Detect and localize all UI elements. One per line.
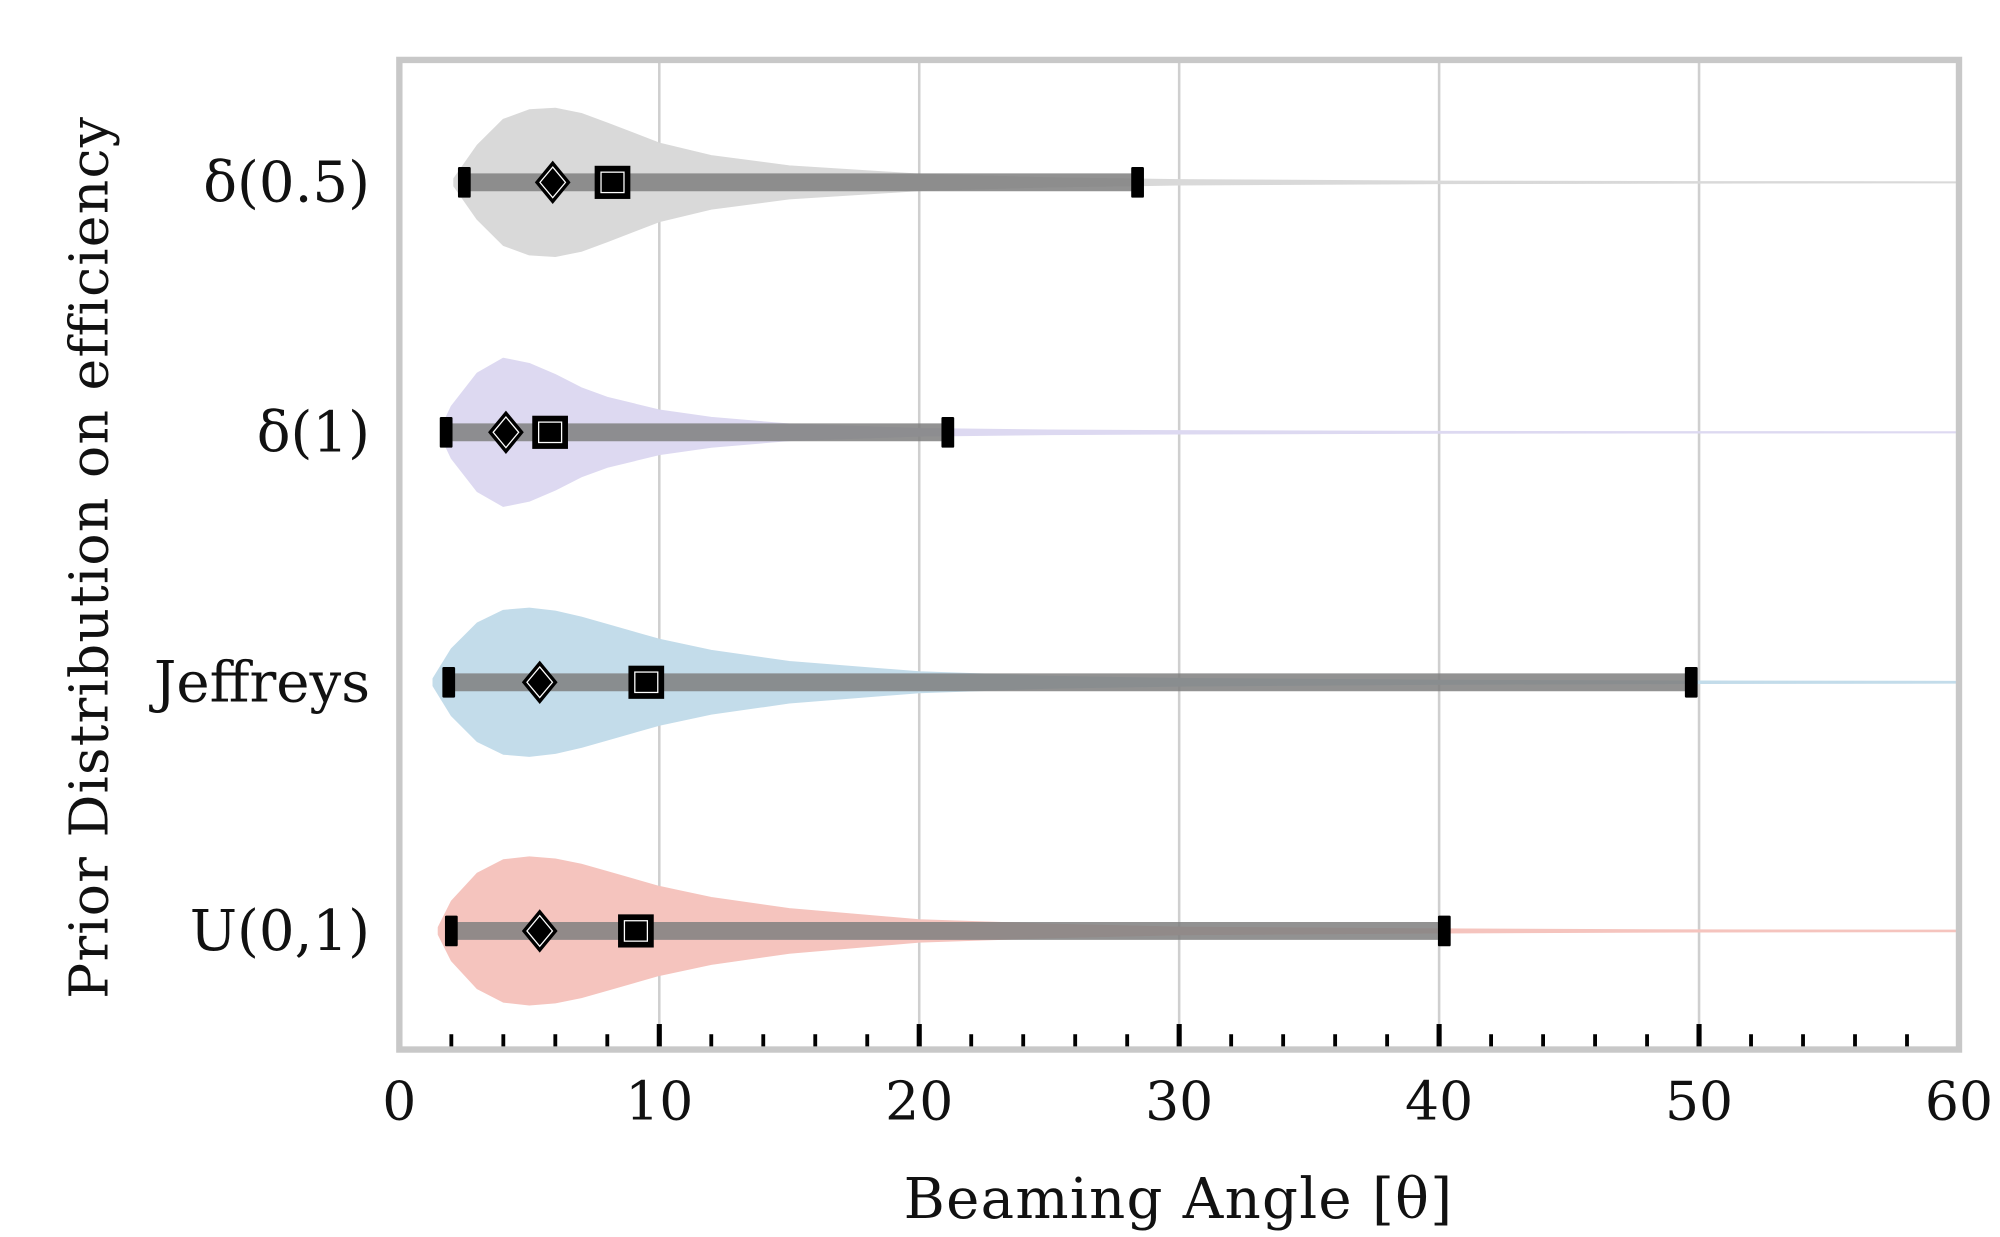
interval-cap xyxy=(1437,915,1451,947)
diamond-marker-inner xyxy=(526,665,554,699)
y-tick-label: U(0,1) xyxy=(190,899,370,964)
x-tick-label: 30 xyxy=(1145,1070,1213,1133)
x-tick-labels: 0 10 20 30 40 50 60 xyxy=(382,1070,1993,1133)
x-tick-label: 60 xyxy=(1925,1070,1993,1133)
y-axis-label: Prior Distribution on efficiency xyxy=(57,116,120,999)
interval-cap xyxy=(444,915,458,947)
interval-cap xyxy=(1131,167,1144,198)
diamond-marker xyxy=(534,160,571,205)
y-tick-labels: δ(0.5) δ(1) Jeffreys U(0,1) xyxy=(149,150,370,964)
plot-frame xyxy=(396,56,1963,1053)
x-axis-label: Beaming Angle [θ] xyxy=(904,1167,1454,1232)
diamond-marker xyxy=(521,909,558,953)
square-marker-inner xyxy=(623,920,649,942)
interval-marks xyxy=(439,160,1698,953)
interval-cap xyxy=(1684,666,1698,698)
square-marker-inner xyxy=(538,421,563,444)
gridlines xyxy=(658,59,1701,1050)
diamond-marker-inner xyxy=(526,914,554,948)
x-ticks xyxy=(449,1024,1909,1050)
interval-cap xyxy=(941,417,955,448)
diamond-marker-inner xyxy=(492,416,520,449)
interval-cap xyxy=(457,167,471,198)
x-tick-label: 40 xyxy=(1405,1070,1473,1133)
square-marker-inner xyxy=(600,171,625,194)
diamond-marker-inner xyxy=(539,166,567,199)
square-marker-inner xyxy=(634,671,659,694)
interval-cap xyxy=(442,666,456,698)
x-tick-label: 20 xyxy=(885,1070,953,1133)
violins xyxy=(432,107,1960,1006)
x-tick-label: 10 xyxy=(625,1070,693,1133)
interval-cap xyxy=(439,417,453,448)
y-tick-label: δ(0.5) xyxy=(203,150,370,215)
diamond-marker xyxy=(488,410,524,454)
diamond-marker xyxy=(521,660,558,704)
y-tick-label: Jeffreys xyxy=(149,650,370,715)
x-tick-label: 50 xyxy=(1665,1070,1733,1133)
y-tick-label: δ(1) xyxy=(257,400,370,465)
x-tick-label: 0 xyxy=(382,1070,416,1133)
